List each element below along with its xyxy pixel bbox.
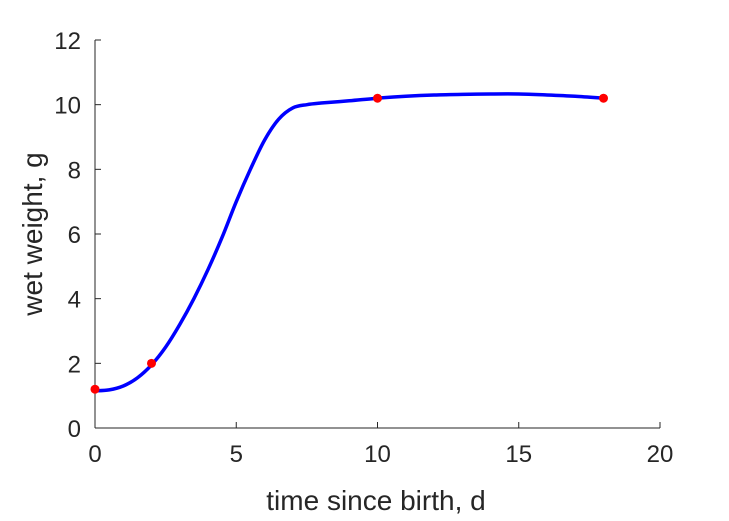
x-tick-label: 20 <box>647 441 674 468</box>
data-point <box>373 93 382 103</box>
y-tick-label: 10 <box>54 93 81 120</box>
data-point <box>147 358 156 368</box>
y-tick-label: 2 <box>68 351 81 378</box>
x-axis-label: time since birth, d <box>266 485 485 516</box>
y-tick-label: 0 <box>68 416 81 443</box>
data-point <box>90 384 100 394</box>
ticks: 0 5 10 15 20 0 2 4 6 8 10 12 <box>54 28 673 468</box>
x-tick-label: 15 <box>505 441 532 468</box>
y-tick-label: 8 <box>68 157 81 184</box>
y-tick-label: 4 <box>68 287 81 314</box>
model-curve <box>93 92 606 393</box>
x-tick-label: 5 <box>230 441 243 468</box>
x-tick-label: 10 <box>364 441 391 468</box>
data-point <box>599 93 608 103</box>
x-tick-label: 0 <box>88 441 101 468</box>
y-tick-label: 6 <box>68 222 81 249</box>
series <box>90 92 608 394</box>
y-axis-label: wet weight, g <box>17 152 48 316</box>
y-tick-label: 12 <box>54 28 81 55</box>
